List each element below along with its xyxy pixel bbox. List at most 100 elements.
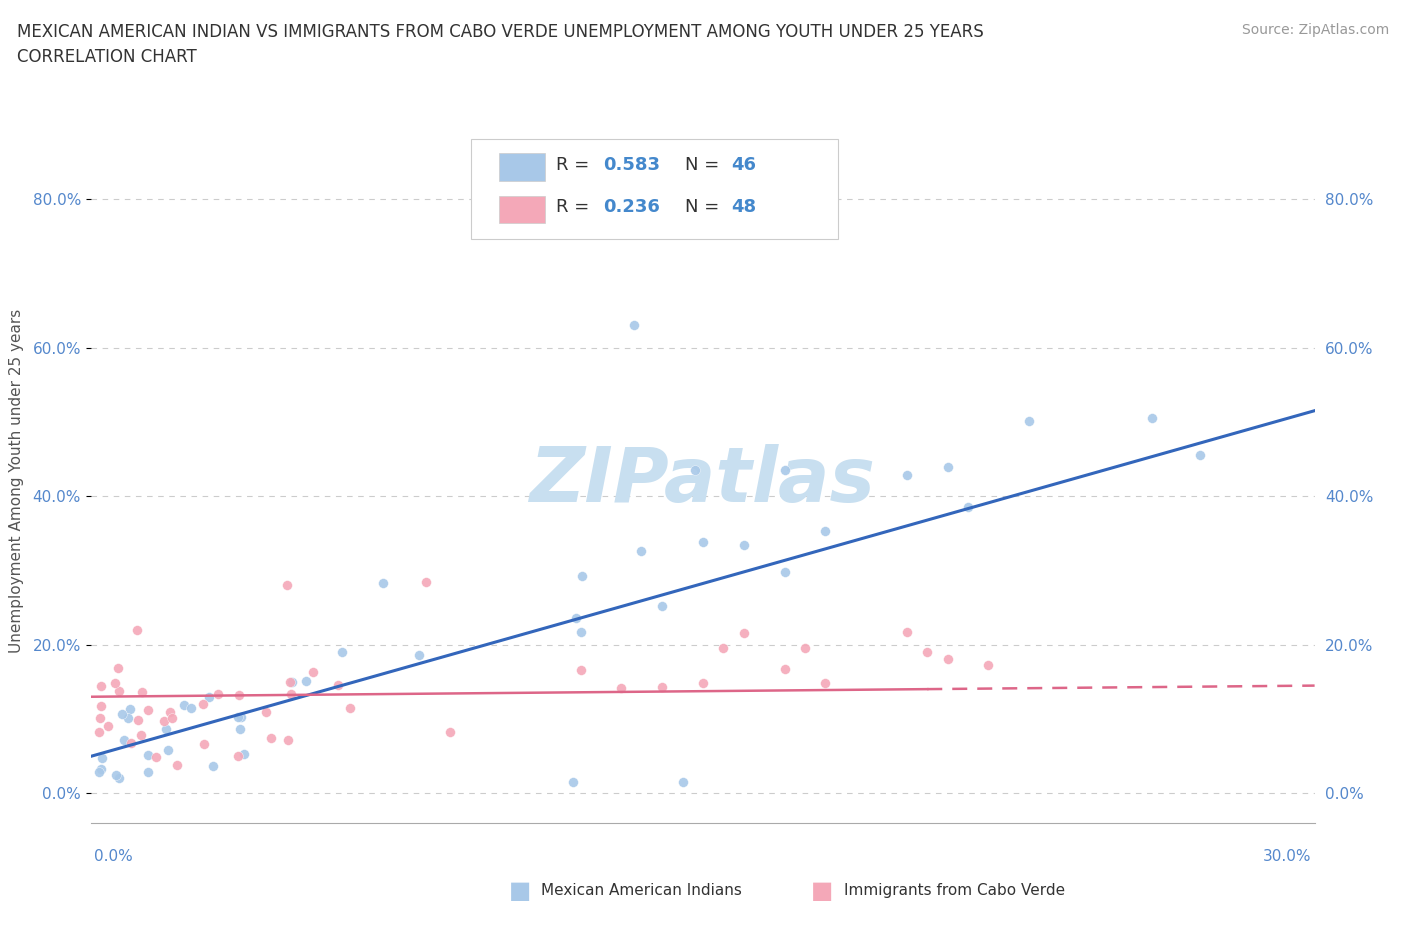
- Y-axis label: Unemployment Among Youth under 25 years: Unemployment Among Youth under 25 years: [10, 309, 24, 654]
- FancyBboxPatch shape: [471, 140, 838, 239]
- Point: [125, 622, 148, 637]
- Point: [129, 727, 152, 742]
- Text: CORRELATION CHART: CORRELATION CHART: [17, 48, 197, 66]
- Text: 30.0%: 30.0%: [1264, 849, 1312, 864]
- Point: [120, 736, 142, 751]
- Point: [155, 722, 177, 737]
- Point: [127, 712, 149, 727]
- Point: [692, 535, 714, 550]
- Text: Immigrants from Cabo Verde: Immigrants from Cabo Verde: [844, 884, 1064, 898]
- Point: [683, 463, 706, 478]
- Point: [773, 463, 796, 478]
- FancyBboxPatch shape: [499, 195, 546, 223]
- Point: [254, 705, 277, 720]
- Text: Mexican American Indians: Mexican American Indians: [541, 884, 742, 898]
- Point: [936, 651, 959, 666]
- Text: ■: ■: [811, 879, 834, 903]
- Point: [814, 524, 837, 538]
- Point: [651, 599, 673, 614]
- Point: [278, 674, 301, 689]
- Point: [232, 746, 254, 761]
- Point: [166, 757, 188, 772]
- Point: [226, 710, 249, 724]
- Point: [295, 673, 318, 688]
- Point: [630, 543, 652, 558]
- Point: [439, 725, 461, 740]
- Point: [97, 719, 120, 734]
- Point: [672, 775, 695, 790]
- Point: [191, 697, 214, 711]
- Point: [711, 641, 734, 656]
- Point: [90, 698, 112, 713]
- Point: [408, 647, 430, 662]
- Point: [91, 751, 114, 765]
- Point: [773, 662, 796, 677]
- Point: [281, 675, 304, 690]
- Text: N =: N =: [685, 156, 724, 174]
- Point: [145, 750, 167, 764]
- Point: [276, 578, 298, 592]
- Text: Source: ZipAtlas.com: Source: ZipAtlas.com: [1241, 23, 1389, 37]
- Point: [231, 710, 253, 724]
- Point: [569, 625, 592, 640]
- Point: [201, 758, 224, 773]
- Point: [229, 722, 252, 737]
- Text: MEXICAN AMERICAN INDIAN VS IMMIGRANTS FROM CABO VERDE UNEMPLOYMENT AMONG YOUTH U: MEXICAN AMERICAN INDIAN VS IMMIGRANTS FR…: [17, 23, 984, 41]
- Point: [156, 743, 179, 758]
- Point: [896, 467, 918, 482]
- Point: [90, 679, 112, 694]
- Text: ZIPatlas: ZIPatlas: [530, 445, 876, 518]
- Text: ■: ■: [509, 879, 531, 903]
- Point: [814, 675, 837, 690]
- Point: [571, 568, 593, 583]
- Point: [415, 574, 437, 589]
- Point: [561, 775, 583, 790]
- Point: [193, 737, 215, 752]
- Point: [330, 644, 353, 659]
- Point: [1018, 414, 1040, 429]
- Text: R =: R =: [557, 156, 595, 174]
- Point: [651, 679, 673, 694]
- Point: [228, 687, 250, 702]
- Point: [198, 690, 221, 705]
- Point: [1140, 410, 1163, 425]
- Point: [117, 711, 139, 725]
- Point: [90, 762, 112, 777]
- Point: [733, 626, 755, 641]
- Point: [107, 660, 129, 675]
- Point: [371, 576, 394, 591]
- Text: 0.583: 0.583: [603, 156, 659, 174]
- Point: [153, 713, 176, 728]
- Point: [104, 767, 127, 782]
- Point: [207, 687, 229, 702]
- Point: [339, 700, 361, 715]
- Point: [104, 675, 127, 690]
- Point: [977, 658, 1000, 672]
- Text: 0.0%: 0.0%: [94, 849, 134, 864]
- Point: [936, 459, 959, 474]
- Point: [692, 675, 714, 690]
- Point: [180, 700, 202, 715]
- Point: [136, 748, 159, 763]
- Point: [277, 733, 299, 748]
- Point: [120, 701, 142, 716]
- Point: [112, 732, 135, 747]
- Point: [259, 731, 281, 746]
- Point: [623, 318, 645, 333]
- Point: [131, 684, 153, 699]
- Point: [773, 565, 796, 579]
- Point: [136, 764, 159, 779]
- FancyBboxPatch shape: [499, 153, 546, 180]
- Point: [733, 538, 755, 552]
- Point: [89, 764, 111, 779]
- Point: [159, 705, 181, 720]
- Point: [896, 624, 918, 639]
- Point: [301, 664, 323, 679]
- Text: 46: 46: [731, 156, 756, 174]
- Point: [226, 749, 249, 764]
- Point: [610, 681, 633, 696]
- Point: [565, 611, 588, 626]
- Text: 0.236: 0.236: [603, 198, 659, 216]
- Text: N =: N =: [685, 198, 724, 216]
- Point: [108, 684, 131, 698]
